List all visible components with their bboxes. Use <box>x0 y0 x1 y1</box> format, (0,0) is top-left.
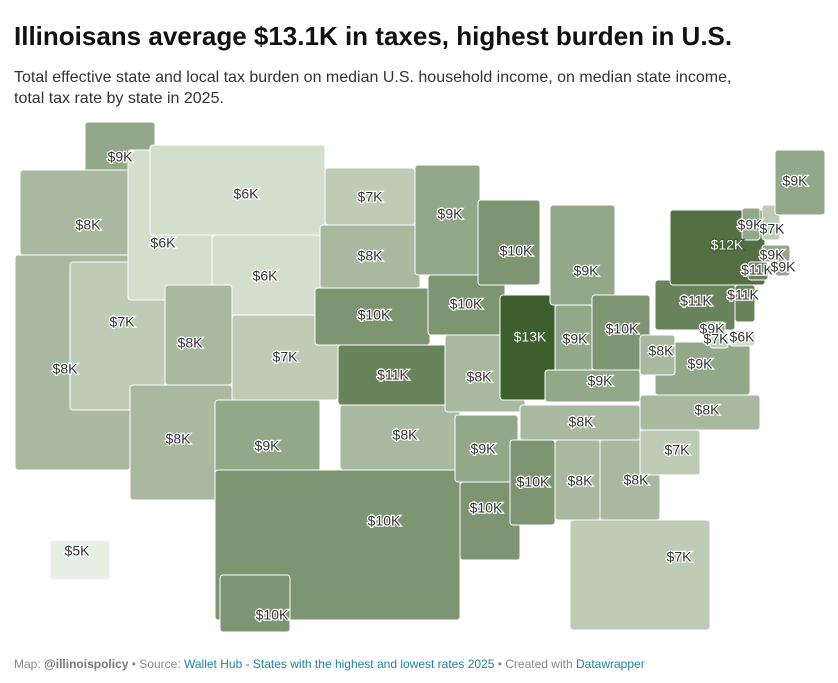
labels: $9K$8K$8K$7K$6K$6K$6K$8K$8K$7K$9K$7K$8K$… <box>51 147 809 624</box>
state-label: $9K <box>588 373 614 389</box>
state-label: $9K <box>783 173 809 189</box>
state <box>729 329 756 347</box>
state-label: $10K <box>500 243 533 259</box>
state-label: $10K <box>256 607 289 623</box>
state-label: $10K <box>606 321 639 337</box>
state-label: $8K <box>53 361 79 377</box>
state <box>774 261 791 277</box>
footer-text: • Source: <box>131 657 181 671</box>
state-label: $6K <box>253 268 279 284</box>
state <box>774 149 826 216</box>
footer-text: Map: <box>14 657 41 671</box>
state-label: $8K <box>467 369 493 385</box>
state-label: $8K <box>568 473 594 489</box>
state-label: $7K <box>704 331 730 347</box>
state-label: $10K <box>450 296 483 312</box>
title: Illinoisans average $13.1K in taxes, hig… <box>14 21 732 51</box>
state-label: $7K <box>665 442 691 458</box>
state <box>19 169 141 256</box>
state-label: $8K <box>695 402 721 418</box>
state-label: $9K <box>255 438 281 454</box>
state <box>747 261 769 281</box>
state <box>219 574 291 633</box>
states <box>14 121 826 633</box>
state-label: $8K <box>624 472 650 488</box>
state <box>569 519 711 631</box>
state-label: $7K <box>110 314 136 330</box>
state-label: $10K <box>358 307 391 323</box>
tool-link[interactable]: Datawrapper <box>575 657 645 671</box>
state-label: $8K <box>393 427 419 443</box>
footer-text: • Created with <box>497 657 573 671</box>
source-link[interactable]: Wallet Hub - States with the highest and… <box>184 657 495 671</box>
state-label: $7K <box>667 549 693 565</box>
state-label: $8K <box>178 335 204 351</box>
state-label: $9K <box>438 206 464 222</box>
state-label: $9K <box>563 331 589 347</box>
state-label: $6K <box>730 329 756 345</box>
state <box>549 204 616 306</box>
state-label: $6K <box>234 186 260 202</box>
state-label: $9K <box>771 259 797 275</box>
state-label: $7K <box>358 189 384 205</box>
state-label: $9K <box>688 356 714 372</box>
state-label: $9K <box>108 149 134 165</box>
state-label: $10K <box>368 513 401 529</box>
state <box>477 199 541 286</box>
state-label: $8K <box>569 414 595 430</box>
state-label: $7K <box>273 349 299 365</box>
state-label: $10K <box>517 474 550 490</box>
footer: Map: @illinoispolicy • Source: Wallet Hu… <box>14 657 645 671</box>
state-label: $9K <box>574 263 600 279</box>
state-label: $11K <box>741 262 773 278</box>
state-label: $11K <box>377 367 409 383</box>
state-label: $9K <box>471 441 497 457</box>
state <box>709 335 729 349</box>
map: Illinoisans average $13.1K in taxes, hig… <box>14 21 826 633</box>
state-label: $8K <box>76 217 102 233</box>
state <box>544 369 641 403</box>
state-label: $10K <box>470 500 503 516</box>
author: @illinoispolicy <box>44 657 129 671</box>
state-label: $9K <box>700 321 726 337</box>
state-label: $8K <box>358 248 384 264</box>
state <box>49 539 111 581</box>
state-label: $13K <box>514 329 547 345</box>
state <box>639 334 676 376</box>
state-label: $6K <box>151 235 177 251</box>
state <box>741 207 761 241</box>
state-label: $12K <box>711 237 744 253</box>
state-label: $9K <box>738 217 764 233</box>
subtitle: total tax rate by state in 2025. <box>14 90 224 107</box>
state-label: $9K <box>760 247 786 263</box>
state-label: $5K <box>65 543 91 559</box>
state-label: $7K <box>760 221 786 237</box>
state-label: $8K <box>166 431 192 447</box>
state-label: $11K <box>680 293 712 309</box>
subtitle: Total effective state and local tax burd… <box>14 69 731 86</box>
state-label: $8K <box>649 343 675 359</box>
state-label: $11K <box>727 287 759 303</box>
state <box>734 284 756 323</box>
